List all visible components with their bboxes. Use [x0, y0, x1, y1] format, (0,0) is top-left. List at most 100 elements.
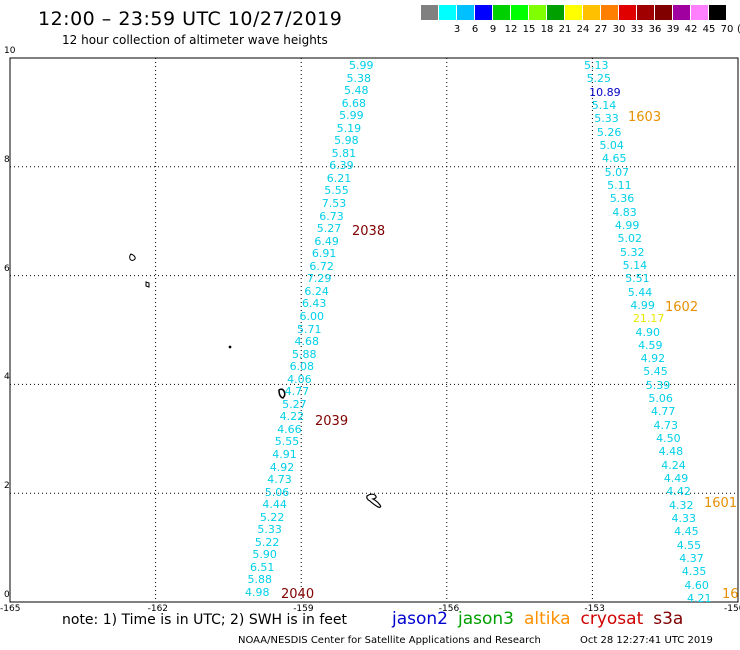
- scale-swatch: [529, 5, 547, 20]
- wave-height-value: 4.91: [272, 447, 297, 461]
- wave-height-value: 5.33: [257, 523, 282, 537]
- wave-height-value: 5.33: [594, 112, 619, 126]
- map-frame: [9, 57, 739, 603]
- wave-height-value: 4.73: [653, 418, 679, 432]
- scale-label: 39: [666, 24, 680, 35]
- wave-height-value: 4.92: [640, 352, 666, 366]
- wave-height-value: 5.06: [264, 485, 290, 499]
- wave-height-value: 4.44: [262, 498, 287, 512]
- wave-height-value: 6.51: [249, 560, 275, 574]
- wave-height-value: 4.99: [614, 218, 640, 232]
- wave-height-value: 5.99: [349, 59, 374, 72]
- scale-label: 3: [453, 24, 461, 35]
- wave-height-value: 5.13: [584, 59, 609, 72]
- wave-height-value: 5.22: [259, 510, 285, 524]
- wave-height-value: 5.71: [297, 322, 322, 336]
- wave-height-value: 5.02: [617, 232, 642, 246]
- scale-label: 24: [576, 24, 590, 35]
- satellite-legend: jason2 jason3 altika cryosat s3a: [392, 609, 693, 629]
- island-outline: [129, 253, 136, 261]
- wave-height-value: 21.17: [632, 312, 665, 326]
- wave-height-value: 4.33: [671, 512, 697, 526]
- scale-swatch: [673, 5, 691, 20]
- scale-swatch: [565, 5, 583, 20]
- y-tick-label: 8: [4, 154, 10, 165]
- wave-height-value: 4.50: [656, 432, 681, 446]
- pass-time-label: 1603: [628, 109, 662, 125]
- scale-label: 18: [540, 24, 554, 35]
- credit-text: NOAA/NESDIS Center for Satellite Applica…: [238, 635, 541, 646]
- wave-height-value: 7.53: [321, 197, 347, 211]
- scale-label: 45: [702, 24, 716, 35]
- wave-height-value: 4.49: [663, 472, 689, 486]
- wave-height-value: 5.27: [282, 397, 307, 411]
- wave-height-value: 4.35: [681, 565, 707, 579]
- island-outline: [278, 388, 286, 399]
- wave-height-value: 4.98: [245, 586, 270, 599]
- scale-swatch: [493, 5, 511, 20]
- wave-height-value: 4.65: [602, 152, 627, 166]
- wave-height-value: 5.22: [254, 535, 280, 549]
- generation-timestamp: Oct 28 12:27:41 UTC 2019: [580, 635, 713, 646]
- x-tick-label: -150: [724, 604, 740, 614]
- wave-height-value: 4.73: [267, 473, 292, 487]
- wave-height-value: 5.44: [627, 285, 653, 299]
- wave-height-value: 4.55: [676, 538, 702, 552]
- wave-height-value: 4.06: [287, 372, 312, 386]
- scale-label: 15: [522, 24, 536, 35]
- wave-height-value: 6.00: [299, 309, 324, 323]
- wave-height-value: 4.22: [279, 410, 305, 424]
- wave-height-value: 6.43: [301, 297, 327, 311]
- pass-time-label: 16: [722, 587, 739, 602]
- wave-height-value: 5.51: [625, 272, 650, 286]
- wave-height-value: 6.91: [311, 247, 337, 261]
- wave-height-value: 5.27: [316, 222, 342, 236]
- wave-height-value: 4.59: [638, 338, 663, 352]
- wave-height-value: 5.25: [586, 72, 612, 86]
- scale-swatch: [457, 5, 475, 20]
- wave-height-value: 5.14: [591, 98, 617, 112]
- wave-height-value: 5.14: [622, 258, 648, 272]
- x-tick-label: -165: [0, 604, 21, 614]
- legend-entry-jason2: jason2: [392, 609, 448, 629]
- wave-height-value: 4.77: [650, 405, 676, 419]
- wave-height-value: 4.99: [630, 298, 655, 312]
- scale-label: 27: [594, 24, 608, 35]
- pass-time-label: 2039: [315, 414, 349, 430]
- y-tick-label: 6: [4, 263, 10, 274]
- map-grid: [10, 58, 738, 602]
- wave-height-value: 6.08: [289, 360, 315, 374]
- scale-swatch: [619, 5, 637, 20]
- wave-height-value: 4.37: [679, 552, 704, 566]
- x-tick-label: -153: [584, 604, 605, 614]
- wave-height-value: 5.26: [596, 125, 622, 139]
- scale-label: 70: [720, 24, 734, 35]
- scale-swatch: [691, 5, 709, 20]
- legend-entry-altika: altika: [524, 609, 571, 629]
- wave-height-value: 4.92: [269, 460, 295, 474]
- wave-height-value: 4.83: [612, 205, 637, 219]
- legend-entry-jason3: jason3: [458, 609, 514, 629]
- scale-label: 30: [612, 24, 626, 35]
- y-tick-label: 4: [4, 372, 10, 383]
- wave-height-value: 6.73: [319, 209, 344, 223]
- pass-time-label: 2040: [281, 587, 315, 602]
- wave-height-value: 4.42: [666, 485, 691, 499]
- legend-entry-cryosat: cryosat: [580, 609, 644, 629]
- wave-height-value: 5.88: [247, 573, 272, 587]
- scale-swatch: [709, 5, 727, 20]
- scale-swatch: [475, 5, 493, 20]
- map-title: 12:00 – 23:59 UTC 10/27/2019: [38, 8, 343, 30]
- wave-height-value: 4.45: [674, 525, 699, 539]
- island-outline: [366, 493, 382, 508]
- scale-unit: (ft): [737, 24, 740, 35]
- wave-height-value: 5.36: [609, 192, 635, 206]
- wave-height-value: 4.77: [284, 385, 310, 399]
- wave-height-value: 5.55: [274, 435, 300, 449]
- y-tick-label: 0: [4, 590, 10, 600]
- scale-swatch: [547, 5, 565, 20]
- map-subtitle: 12 hour collection of altimeter wave hei…: [62, 33, 328, 47]
- wave-height-value: 5.38: [346, 71, 372, 85]
- wave-height-value: 4.68: [294, 335, 320, 349]
